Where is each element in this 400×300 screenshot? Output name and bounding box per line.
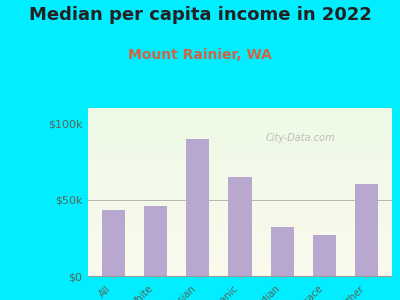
Bar <box>144 206 167 276</box>
Bar <box>271 227 294 276</box>
Text: Mount Rainier, WA: Mount Rainier, WA <box>128 48 272 62</box>
Bar <box>186 139 209 276</box>
Text: Median per capita income in 2022: Median per capita income in 2022 <box>28 6 372 24</box>
Bar <box>355 184 378 276</box>
Bar <box>313 235 336 276</box>
Bar <box>228 177 252 276</box>
Bar <box>102 210 125 276</box>
Text: City-Data.com: City-Data.com <box>266 133 336 143</box>
